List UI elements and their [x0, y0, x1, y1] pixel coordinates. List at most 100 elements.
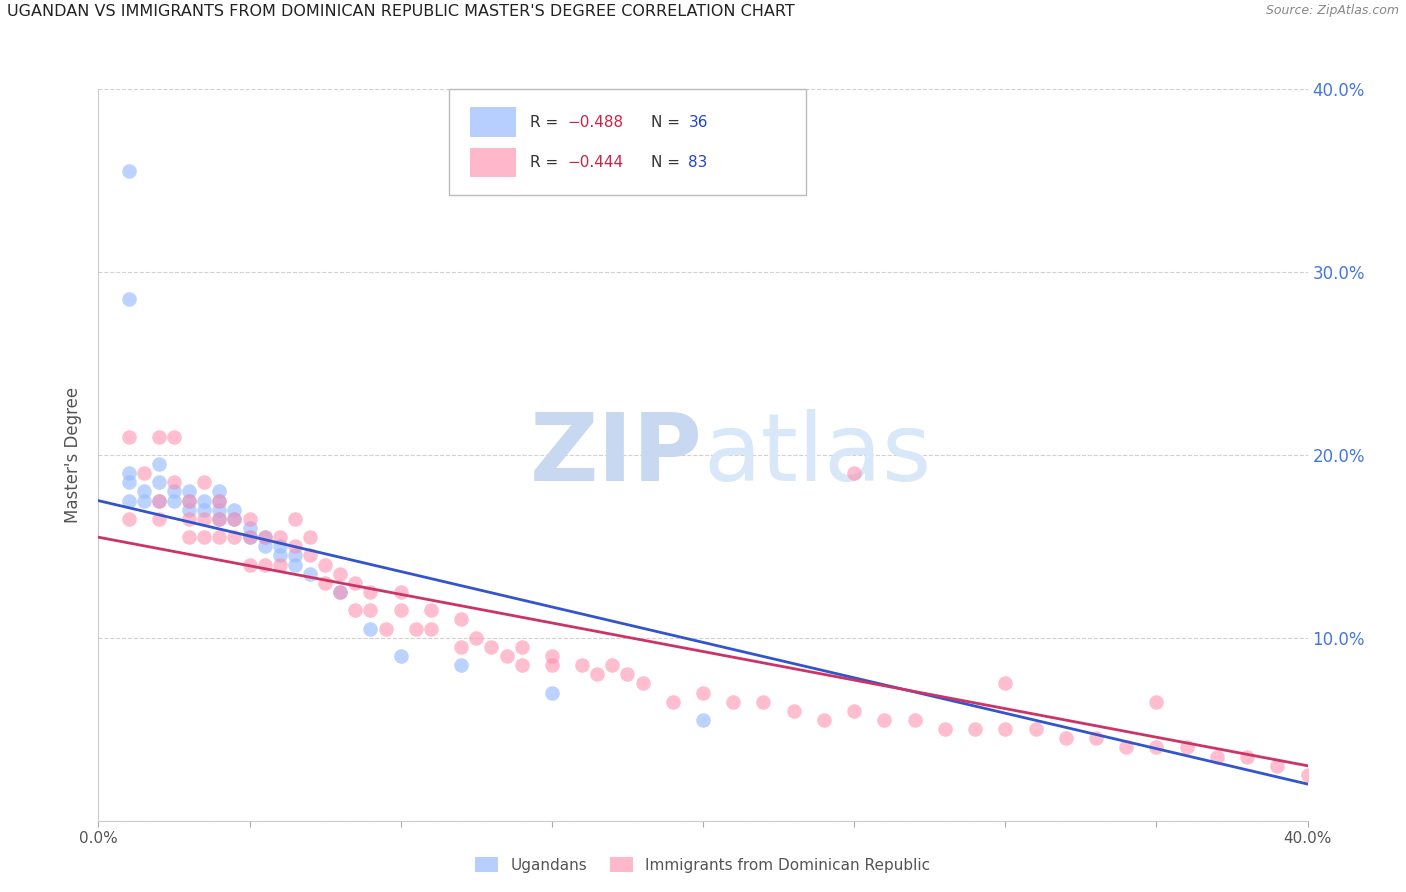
- Point: [224, 530, 246, 544]
- Text: 36: 36: [689, 114, 709, 129]
- Point: [118, 512, 141, 526]
- Point: [389, 649, 412, 664]
- Point: [1085, 731, 1108, 746]
- Point: [179, 530, 201, 544]
- Point: [284, 512, 307, 526]
- Point: [284, 558, 307, 572]
- Point: [994, 723, 1017, 737]
- Point: [450, 658, 472, 673]
- Point: [465, 631, 488, 645]
- Point: [1267, 758, 1289, 772]
- Point: [360, 622, 382, 636]
- Point: [783, 704, 806, 718]
- Bar: [470, 148, 516, 177]
- Point: [208, 493, 231, 508]
- Point: [208, 530, 231, 544]
- Point: [132, 466, 155, 480]
- Point: [631, 676, 654, 690]
- Point: [752, 695, 775, 709]
- Point: [284, 539, 307, 553]
- Point: [389, 603, 412, 617]
- Point: [224, 502, 246, 516]
- Point: [360, 603, 382, 617]
- Point: [540, 685, 562, 699]
- Point: [148, 512, 170, 526]
- Point: [208, 484, 231, 499]
- Point: [148, 457, 170, 471]
- Point: [299, 530, 322, 544]
- Point: [692, 685, 714, 699]
- Point: [329, 585, 352, 599]
- Point: [118, 466, 141, 480]
- Text: N =: N =: [651, 114, 685, 129]
- Point: [495, 649, 517, 664]
- Point: [208, 512, 231, 526]
- Point: [662, 695, 685, 709]
- Point: [540, 649, 562, 664]
- Point: [1115, 740, 1137, 755]
- Point: [239, 530, 262, 544]
- Point: [994, 676, 1017, 690]
- Point: [132, 484, 155, 499]
- FancyBboxPatch shape: [449, 89, 806, 195]
- Point: [148, 475, 170, 490]
- Point: [904, 713, 927, 727]
- Text: ZIP: ZIP: [530, 409, 703, 501]
- Point: [193, 502, 215, 516]
- Text: N =: N =: [651, 155, 685, 169]
- Point: [329, 566, 352, 581]
- Text: 83: 83: [689, 155, 707, 169]
- Point: [163, 430, 186, 444]
- Point: [118, 475, 141, 490]
- Point: [193, 493, 215, 508]
- Point: [269, 539, 291, 553]
- Point: [1054, 731, 1077, 746]
- Point: [193, 512, 215, 526]
- Point: [844, 466, 866, 480]
- Point: [692, 713, 714, 727]
- Text: atlas: atlas: [703, 409, 931, 501]
- Point: [510, 658, 533, 673]
- Point: [813, 713, 835, 727]
- Point: [360, 585, 382, 599]
- Point: [118, 493, 141, 508]
- Point: [314, 558, 336, 572]
- Point: [163, 493, 186, 508]
- Point: [208, 493, 231, 508]
- Point: [450, 613, 472, 627]
- Point: [450, 640, 472, 654]
- Point: [1296, 768, 1319, 782]
- Y-axis label: Master's Degree: Master's Degree: [65, 387, 83, 523]
- Point: [374, 622, 396, 636]
- Point: [239, 530, 262, 544]
- Point: [118, 293, 141, 307]
- Point: [269, 530, 291, 544]
- Point: [253, 558, 276, 572]
- Point: [179, 484, 201, 499]
- Point: [118, 164, 141, 178]
- Point: [1175, 740, 1198, 755]
- Point: [193, 475, 215, 490]
- Point: [179, 502, 201, 516]
- Legend: Ugandans, Immigrants from Dominican Republic: Ugandans, Immigrants from Dominican Repu…: [470, 851, 936, 879]
- Point: [344, 576, 367, 591]
- Point: [179, 493, 201, 508]
- Point: [1144, 740, 1167, 755]
- Point: [299, 549, 322, 563]
- Point: [616, 667, 638, 681]
- Point: [344, 603, 367, 617]
- Point: [965, 723, 987, 737]
- Point: [253, 539, 276, 553]
- Point: [873, 713, 896, 727]
- Point: [269, 549, 291, 563]
- Point: [540, 658, 562, 673]
- Point: [571, 658, 593, 673]
- Point: [723, 695, 745, 709]
- Point: [269, 558, 291, 572]
- Bar: [470, 108, 516, 136]
- Point: [586, 667, 609, 681]
- Point: [934, 723, 956, 737]
- Point: [389, 585, 412, 599]
- Point: [329, 585, 352, 599]
- Point: [1236, 749, 1258, 764]
